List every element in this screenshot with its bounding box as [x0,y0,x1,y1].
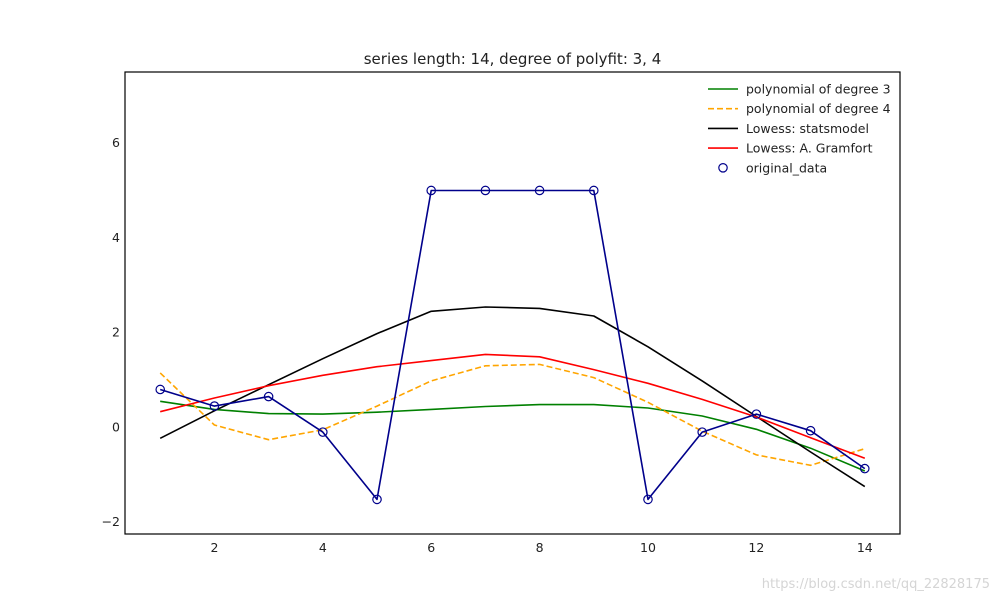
legend: polynomial of degree 3 polynomial of degr… [708,82,891,175]
data-point [751,409,762,419]
legend-item: polynomial of degree 3 [708,82,891,97]
x-tick-label: 2 [210,540,218,555]
legend-item: Lowess: A. Gramfort [708,141,873,156]
legend-item: original_data [718,160,827,175]
legend-label: original_data [746,160,827,175]
data-point [263,391,274,402]
data-point [697,427,707,437]
y-tick-label: 4 [112,230,120,245]
legend-label: Lowess: statsmodel [746,121,869,136]
x-tick-label: 10 [640,540,656,555]
x-tick-label: 12 [748,540,764,555]
data-point [209,401,220,411]
y-tick-label: 0 [112,419,120,434]
legend-label: polynomial of degree 4 [746,101,891,116]
legend-item: polynomial of degree 4 [708,101,891,116]
axis-ticks: 2 4 6 8 10 12 14 −2 0 2 4 6 [102,135,873,555]
x-tick-label: 14 [857,540,873,555]
data-point [480,185,491,196]
plot-area [155,185,870,505]
legend-label: Lowess: A. Gramfort [746,141,873,156]
data-point [155,384,166,395]
y-tick-label: 2 [112,325,120,340]
legend-label: polynomial of degree 3 [746,82,891,97]
x-tick-label: 6 [427,540,435,555]
series-line-polynomial-of-degree-3 [160,400,866,472]
series-line-original-data [159,189,866,501]
legend-marker [718,163,728,173]
y-tick-label: 6 [112,135,120,150]
chart-title: series length: 14, degree of polyfit: 3,… [364,50,662,68]
y-tick-label: −2 [102,514,120,529]
watermark: https://blog.csdn.net/qq_22828175 [761,577,990,592]
data-point [588,185,599,196]
x-tick-label: 4 [319,540,327,555]
x-tick-label: 8 [536,540,544,555]
data-point [372,494,382,505]
data-point [805,425,816,436]
data-point [318,427,328,437]
data-point [426,185,437,196]
data-point [859,463,870,474]
series-line-polynomial-of-degree-4 [159,363,866,467]
data-point [643,494,653,505]
series-line-lowess-a-gramfort [160,353,866,459]
legend-item: Lowess: statsmodel [708,121,869,136]
series-line-lowess-statsmodel [159,306,866,488]
axes-frame [124,71,901,535]
data-point [534,185,545,196]
